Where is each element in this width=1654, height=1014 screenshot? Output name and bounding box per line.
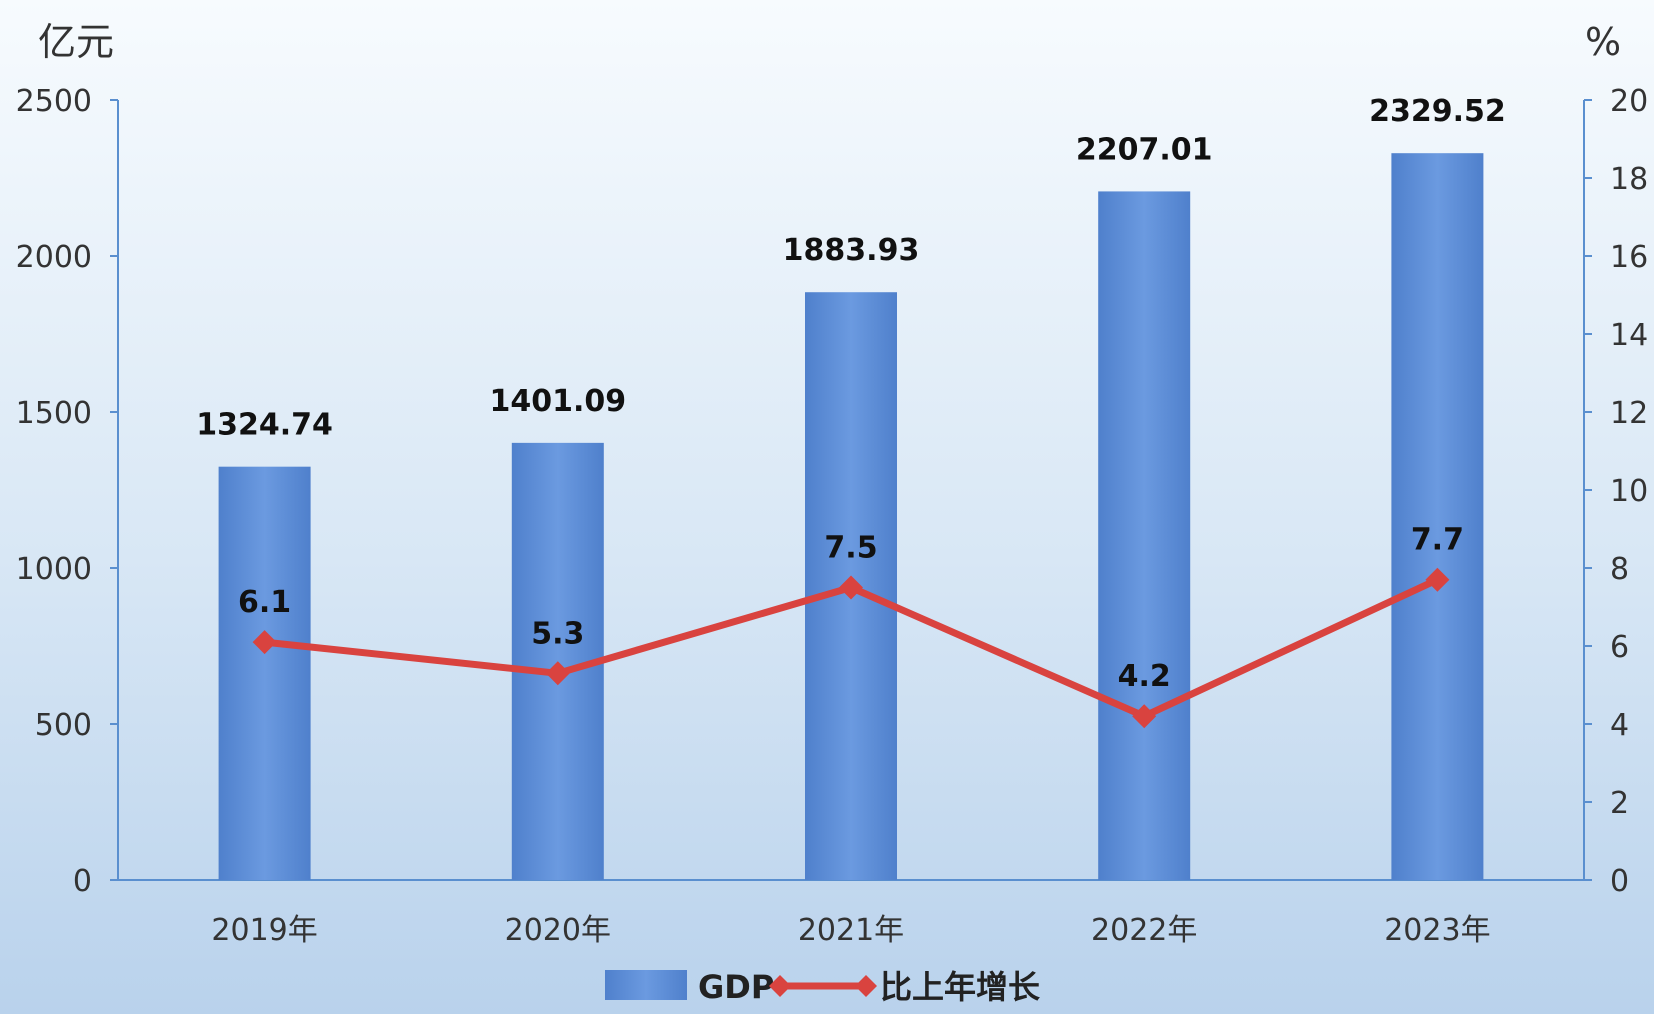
left-axis-tick-label: 1000 (16, 552, 92, 587)
right-axis-tick-label: 4 (1610, 708, 1629, 743)
right-axis-tick-label: 10 (1610, 474, 1648, 509)
growth-line-labels: 6.1 5.3 7.5 4.2 7.7 (238, 523, 1464, 695)
right-axis-tick-label: 18 (1610, 162, 1648, 197)
right-axis-tick-label: 20 (1610, 84, 1648, 119)
gdp-bar (1391, 153, 1484, 880)
x-axis-labels: 2019年 2020年 2021年 2022年 2023年 (211, 913, 1490, 948)
growth-point-marker (839, 575, 863, 600)
legend-swatch-growth-marker-left (769, 975, 791, 997)
right-axis-tick-label: 0 (1610, 864, 1629, 899)
left-axis-tick-label: 2500 (16, 84, 92, 119)
growth-line-series (252, 567, 1450, 729)
growth-value-label: 4.2 (1118, 659, 1171, 694)
growth-point-marker (252, 630, 277, 655)
legend-swatch-gdp (605, 970, 687, 1000)
right-axis-tick-label: 12 (1610, 396, 1648, 431)
left-axis-tick-label: 1500 (16, 396, 92, 431)
right-axis-tick-label: 14 (1610, 318, 1648, 353)
growth-point-marker (1425, 567, 1450, 592)
left-axis-ticks: 0 500 1000 1500 2000 2500 (16, 84, 118, 899)
growth-value-label: 6.1 (238, 585, 291, 620)
gdp-bar (1098, 191, 1191, 881)
x-axis-category-label: 2019年 (211, 913, 317, 948)
right-axis-ticks: 0 2 4 6 8 10 12 14 16 18 20 (1584, 84, 1648, 899)
right-axis-tick-label: 16 (1610, 240, 1648, 275)
growth-point-marker (545, 661, 570, 686)
gdp-bar-labels: 1324.74 1401.09 1883.93 2207.01 2329.52 (196, 94, 1505, 442)
growth-value-label: 7.5 (824, 531, 877, 566)
left-axis-unit: 亿元 (38, 20, 114, 64)
gdp-bar-value-label: 2207.01 (1076, 132, 1213, 167)
gdp-bar (218, 466, 311, 880)
legend: GDP 比上年增长 (605, 968, 1040, 1006)
growth-point-marker (1132, 704, 1157, 729)
gdp-bar-value-label: 2329.52 (1369, 94, 1506, 129)
left-axis-tick-label: 500 (35, 708, 92, 743)
left-axis-tick-label: 0 (73, 864, 92, 899)
right-axis-tick-label: 6 (1610, 630, 1629, 665)
x-axis-category-label: 2021年 (798, 913, 904, 948)
x-axis-category-label: 2023年 (1384, 913, 1490, 948)
legend-label-gdp: GDP (698, 968, 774, 1006)
gdp-bars (218, 153, 1484, 881)
x-axis-category-label: 2020年 (505, 913, 611, 948)
left-axis-tick-label: 2000 (16, 240, 92, 275)
right-axis-tick-label: 8 (1610, 552, 1629, 587)
x-axis-category-label: 2022年 (1091, 913, 1197, 948)
right-axis-tick-label: 2 (1610, 786, 1629, 821)
gdp-bar-value-label: 1883.93 (783, 233, 920, 268)
growth-value-label: 5.3 (531, 616, 584, 651)
right-axis-unit: % (1585, 20, 1621, 64)
growth-value-label: 7.7 (1411, 523, 1464, 558)
gdp-bar-value-label: 1324.74 (196, 408, 333, 443)
gdp-bar-value-label: 1401.09 (489, 384, 626, 419)
legend-swatch-growth-marker-right (855, 975, 877, 997)
legend-label-growth: 比上年增长 (880, 968, 1040, 1006)
